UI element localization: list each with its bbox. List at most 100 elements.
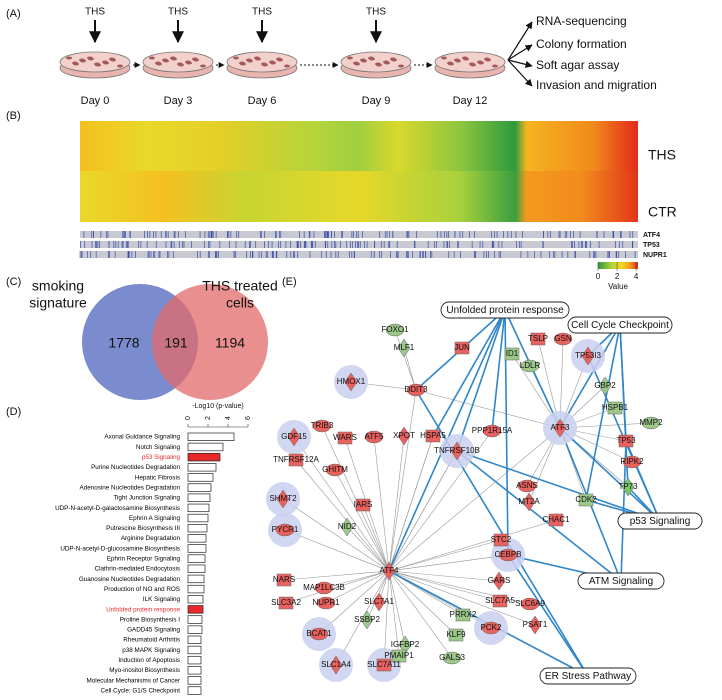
cell bbox=[398, 64, 404, 68]
node-label: LDLR bbox=[520, 361, 541, 370]
cell bbox=[284, 64, 290, 68]
axis-title: -Log10 (p-value) bbox=[192, 403, 243, 410]
node-label: PMAIP1 bbox=[384, 651, 414, 660]
category-label: Clathrin-mediated Endocytosis bbox=[95, 566, 180, 573]
panel-label: (A) bbox=[6, 8, 21, 20]
gene-node bbox=[325, 463, 345, 477]
culture-dish bbox=[434, 51, 506, 79]
cell bbox=[109, 57, 115, 61]
bar bbox=[187, 615, 203, 624]
pathway-edge bbox=[456, 309, 506, 452]
gene-node bbox=[498, 548, 518, 562]
bar bbox=[187, 666, 202, 675]
pathway-edge bbox=[507, 554, 589, 677]
cell bbox=[447, 61, 453, 65]
gene-node bbox=[391, 649, 407, 663]
pathway-edge bbox=[559, 427, 661, 522]
pathway-box bbox=[577, 572, 665, 590]
color-scale bbox=[598, 262, 638, 269]
cell bbox=[254, 56, 260, 60]
bar bbox=[187, 483, 212, 492]
gene-node bbox=[450, 441, 464, 461]
edge bbox=[403, 347, 417, 391]
day-label: Day 3 bbox=[164, 95, 193, 107]
dish-top bbox=[434, 51, 506, 73]
bar bbox=[187, 564, 206, 573]
bar bbox=[187, 595, 204, 604]
node-label: GSN bbox=[554, 334, 572, 343]
gene-node bbox=[406, 383, 426, 397]
bar bbox=[187, 463, 217, 472]
cell bbox=[347, 56, 353, 60]
cell bbox=[79, 58, 85, 62]
gene-node bbox=[581, 346, 595, 366]
node-label: SLC7A1 bbox=[364, 597, 394, 606]
edge bbox=[415, 389, 561, 429]
edge bbox=[388, 570, 453, 659]
gene-node bbox=[340, 517, 354, 537]
bar bbox=[187, 605, 204, 614]
outcome: Colony formation bbox=[536, 37, 627, 51]
node-label: SLC6A9 bbox=[515, 599, 545, 608]
bar bbox=[187, 655, 202, 665]
cell bbox=[72, 61, 78, 65]
node-label: JUN bbox=[454, 343, 470, 352]
category-label: Ephrin A Signaling bbox=[129, 515, 181, 522]
x-tick-label: 6 bbox=[245, 416, 252, 420]
node-label: MT2A bbox=[518, 497, 540, 506]
edge bbox=[325, 570, 390, 604]
gene-node bbox=[641, 416, 661, 430]
gene-node bbox=[397, 338, 411, 358]
cell bbox=[469, 62, 475, 66]
cell bbox=[233, 56, 239, 60]
node-label: ATF3 bbox=[551, 423, 571, 432]
gene-label: TP53 bbox=[643, 242, 660, 249]
edge bbox=[323, 570, 390, 589]
gene-node bbox=[344, 372, 358, 392]
pathway-label: Unfolded protein response bbox=[446, 305, 564, 316]
cell bbox=[155, 61, 161, 65]
cell bbox=[200, 64, 206, 68]
cell bbox=[441, 56, 447, 60]
cell bbox=[185, 60, 191, 64]
gene-label: NUPR1 bbox=[643, 252, 667, 259]
scale-tick-label: 2 bbox=[615, 272, 620, 281]
x-tick-label: 4 bbox=[225, 416, 232, 420]
gene-node bbox=[520, 359, 540, 373]
outcome-arrow bbox=[507, 59, 533, 87]
node-label: GARS bbox=[488, 576, 511, 585]
gene-node bbox=[504, 347, 520, 361]
category-label: Arginine Degradation bbox=[121, 535, 181, 542]
edge bbox=[388, 554, 509, 572]
cell bbox=[170, 56, 176, 60]
bar bbox=[187, 442, 224, 452]
cell bbox=[94, 62, 100, 66]
edge bbox=[388, 427, 561, 572]
cell bbox=[192, 57, 198, 61]
node-label: TNFRSF12A bbox=[273, 455, 319, 464]
edge bbox=[388, 570, 406, 646]
gene-track bbox=[80, 251, 638, 258]
edge bbox=[283, 570, 390, 581]
edge bbox=[284, 529, 390, 572]
category-label: Adenosine Nucleotides Degradation bbox=[80, 484, 181, 491]
dish-top bbox=[142, 51, 214, 73]
cell bbox=[87, 56, 93, 60]
culture-dish bbox=[340, 51, 412, 79]
set-label: cells bbox=[226, 295, 254, 311]
node-label: HMOX1 bbox=[337, 377, 366, 386]
scale-tick-label: 0 bbox=[596, 272, 601, 281]
node-label: MAP1LC3B bbox=[303, 583, 345, 592]
category-label: Unfolded protein response bbox=[106, 606, 180, 613]
pathway-box bbox=[617, 512, 703, 530]
node-label: IGFBP2 bbox=[391, 640, 420, 649]
gene-node bbox=[517, 479, 537, 493]
gene-node bbox=[312, 419, 332, 433]
gene-node bbox=[481, 621, 501, 635]
bar bbox=[187, 503, 210, 513]
set-label: THS treated bbox=[202, 278, 277, 294]
node-label: HSPB1 bbox=[602, 403, 629, 412]
gene-node bbox=[448, 628, 464, 642]
pathway-label: p53 Signaling bbox=[630, 516, 691, 527]
bar bbox=[187, 544, 207, 553]
